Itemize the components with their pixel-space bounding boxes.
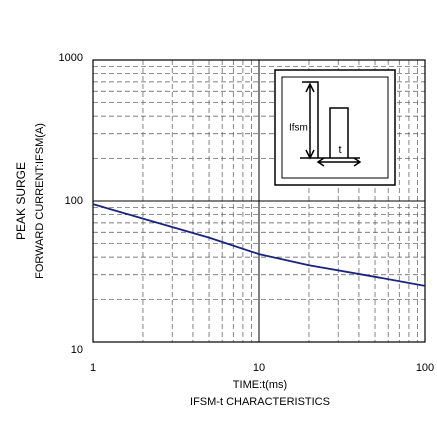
plot-frame [92,59,426,343]
y-axis-label: FORWARD CURRENT:IFSM(A) [34,123,46,279]
y-tick-label: 1000 [59,52,83,64]
chart-subtitle: IFSM-t CHARACTERISTICS [190,396,330,408]
inset-inner [281,76,389,179]
x-tick-label: 1 [90,362,96,374]
line-series [92,203,426,287]
y-tick-label: 100 [65,195,83,207]
inset-box [274,69,396,186]
x-tick-label: 100 [416,362,434,374]
inset-label: t [338,144,341,156]
x-tick-label: 10 [253,362,265,374]
inset-pulse [300,81,360,159]
inset: Ifsm t [274,69,396,186]
inset-label: Ifsm [289,123,308,134]
y-tick-label: 10 [71,344,83,356]
x-axis-label: TIME:t(ms) [233,379,287,391]
y-axis-label: PEAK SURGE [14,162,28,240]
inset-arrow [305,82,315,160]
inset-arrow [316,157,362,167]
